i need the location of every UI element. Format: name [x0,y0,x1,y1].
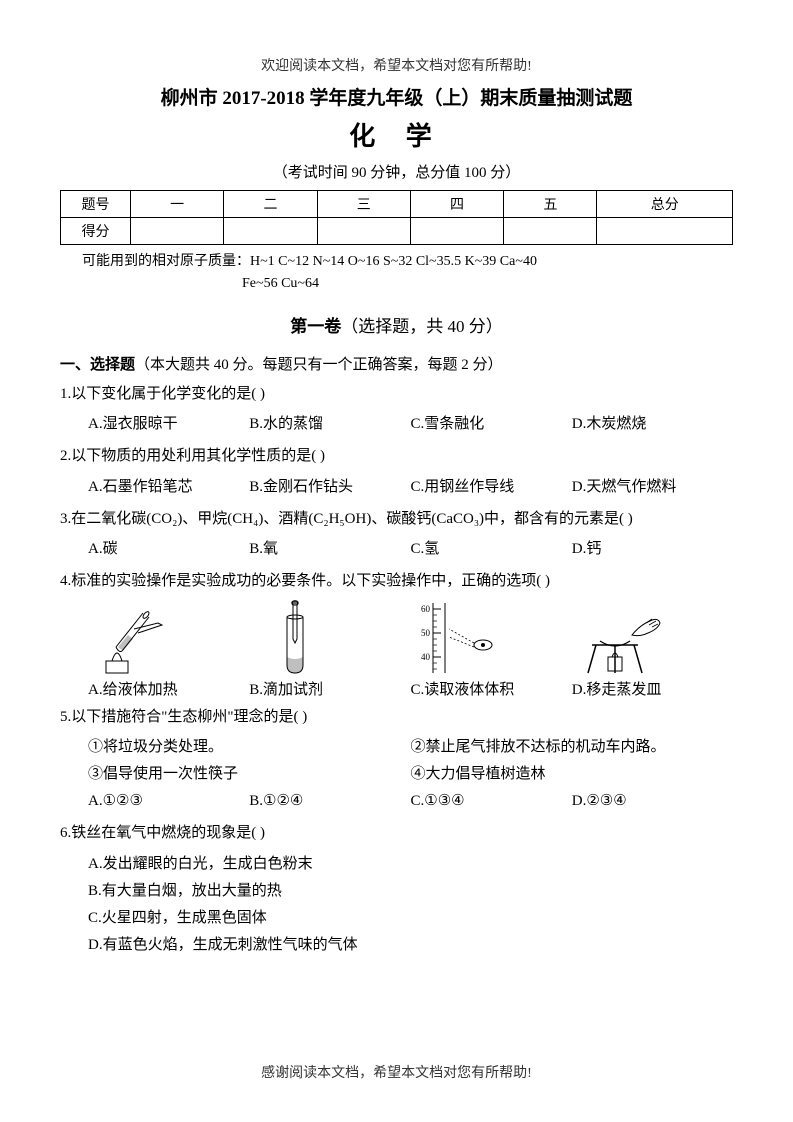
footer-note: 感谢阅读本文档，希望本文档对您有所帮助! [0,1062,793,1082]
image-option: D.移走蒸发皿 [572,599,733,699]
image-option: 60 50 40 C.读取液体体积 [411,599,572,699]
score-header: 总分 [597,191,733,218]
score-cell [131,218,224,245]
choice: D.天燃气作燃料 [572,474,733,501]
question-1-choices: A.湿衣服晾干 B.水的蒸馏 C.雪条融化 D.木炭燃烧 [88,411,733,438]
choice: A.湿衣服晾干 [88,411,249,438]
choice: B.氧 [249,536,410,563]
choice: D.②③④ [572,788,733,815]
choice: B.①②④ [249,788,410,815]
question-3-choices: A.碳 B.氧 C.氢 D.钙 [88,536,733,563]
choice: A.碳 [88,536,249,563]
question-6-stem: 6.铁丝在氧气中燃烧的现象是( ) [60,821,733,847]
exam-page: 欢迎阅读本文档，希望本文档对您有所帮助! 柳州市 2017-2018 学年度九年… [0,0,793,1122]
choice: C.氢 [411,536,572,563]
atomic-mass: 可能用到的相对原子质量：H~1 C~12 N~14 O~16 S~32 Cl~3… [82,251,733,296]
choice: D.钙 [572,536,733,563]
section-title: 第一卷（选择题，共 40 分） [60,312,733,337]
subject-title: 化 学 [60,116,733,153]
question-5-stem: 5.以下措施符合"生态柳州"理念的是( ) [60,705,733,731]
choice: C.火星四射，生成黑色固体 [88,905,733,932]
score-cell [410,218,503,245]
question-4-images: A.给液体加热 B.滴加试剂 [88,599,733,699]
choice: B.金刚石作钻头 [249,474,410,501]
instructions-rest: （本大题共 40 分。每题只有一个正确答案，每题 2 分） [135,357,503,373]
read-volume-icon: 60 50 40 [411,599,506,677]
image-option: B.滴加试剂 [249,599,410,699]
header-note: 欢迎阅读本文档，希望本文档对您有所帮助! [60,55,733,75]
image-caption: B.滴加试剂 [249,678,323,699]
section-title-rest: （选择题，共 40 分） [341,317,503,336]
sub-item: ④大力倡导植树造林 [411,761,734,788]
choice: D.有蓝色火焰，生成无刺激性气味的气体 [88,932,733,959]
score-header: 一 [131,191,224,218]
question-1-stem: 1.以下变化属于化学变化的是( ) [60,382,733,408]
score-cell [317,218,410,245]
score-header: 题号 [61,191,131,218]
question-2-stem: 2.以下物质的用处利用其化学性质的是( ) [60,444,733,470]
section-instructions: 一、选择题（本大题共 40 分。每题只有一个正确答案，每题 2 分） [60,353,733,374]
atomic-mass-line2: Fe~56 Cu~64 [242,273,733,295]
choice: B.水的蒸馏 [249,411,410,438]
question-5-subs: ①将垃圾分类处理。 ②禁止尾气排放不达标的机动车内路。 ③倡导使用一次性筷子 ④… [88,734,733,788]
choice: C.①③④ [411,788,572,815]
question-3-stem: 3.在二氧化碳(CO₂)、甲烷(CH₄)、酒精(C₂H₅OH)、碳酸钙(CaCO… [60,507,733,533]
tick-label: 60 [421,604,431,614]
sub-item: ③倡导使用一次性筷子 [88,761,411,788]
score-cell [224,218,317,245]
image-caption: C.读取液体体积 [411,678,515,699]
choice: A.发出耀眼的白光，生成白色粉末 [88,851,733,878]
score-header: 五 [504,191,597,218]
score-cell [597,218,733,245]
choice: D.木炭燃烧 [572,411,733,438]
score-row-label: 得分 [61,218,131,245]
instructions-bold: 一、选择题 [60,357,135,373]
score-header: 三 [317,191,410,218]
score-table: 题号 一 二 三 四 五 总分 得分 [60,190,733,245]
section-title-bold: 第一卷 [290,317,341,336]
heat-liquid-icon [88,599,183,677]
question-4-stem: 4.标准的实验操作是实验成功的必要条件。以下实验操作中，正确的选项( ) [60,569,733,595]
choice: A.石墨作铅笔芯 [88,474,249,501]
question-2-choices: A.石墨作铅笔芯 B.金刚石作钻头 C.用钢丝作导线 D.天燃气作燃料 [88,474,733,501]
dropper-icon [249,599,344,677]
image-caption: D.移走蒸发皿 [572,678,662,699]
sub-item: ①将垃圾分类处理。 [88,734,411,761]
tick-label: 50 [421,628,431,638]
score-header: 二 [224,191,317,218]
sub-item: ②禁止尾气排放不达标的机动车内路。 [411,734,734,761]
choice: C.雪条融化 [411,411,572,438]
table-row: 得分 [61,218,733,245]
question-5-choices: A.①②③ B.①②④ C.①③④ D.②③④ [88,788,733,815]
score-header: 四 [410,191,503,218]
image-option: A.给液体加热 [88,599,249,699]
score-cell [504,218,597,245]
choice: A.①②③ [88,788,249,815]
move-dish-icon [572,599,667,677]
choice: B.有大量白烟，放出大量的热 [88,878,733,905]
atomic-mass-line1: 可能用到的相对原子质量：H~1 C~12 N~14 O~16 S~32 Cl~3… [82,251,733,273]
table-row: 题号 一 二 三 四 五 总分 [61,191,733,218]
exam-title: 柳州市 2017-2018 学年度九年级（上）期末质量抽测试题 [60,83,733,110]
image-caption: A.给液体加热 [88,678,178,699]
exam-info: （考试时间 90 分钟，总分值 100 分） [60,161,733,182]
tick-label: 40 [421,652,431,662]
choice: C.用钢丝作导线 [411,474,572,501]
question-6-choices: A.发出耀眼的白光，生成白色粉末 B.有大量白烟，放出大量的热 C.火星四射，生… [88,851,733,959]
